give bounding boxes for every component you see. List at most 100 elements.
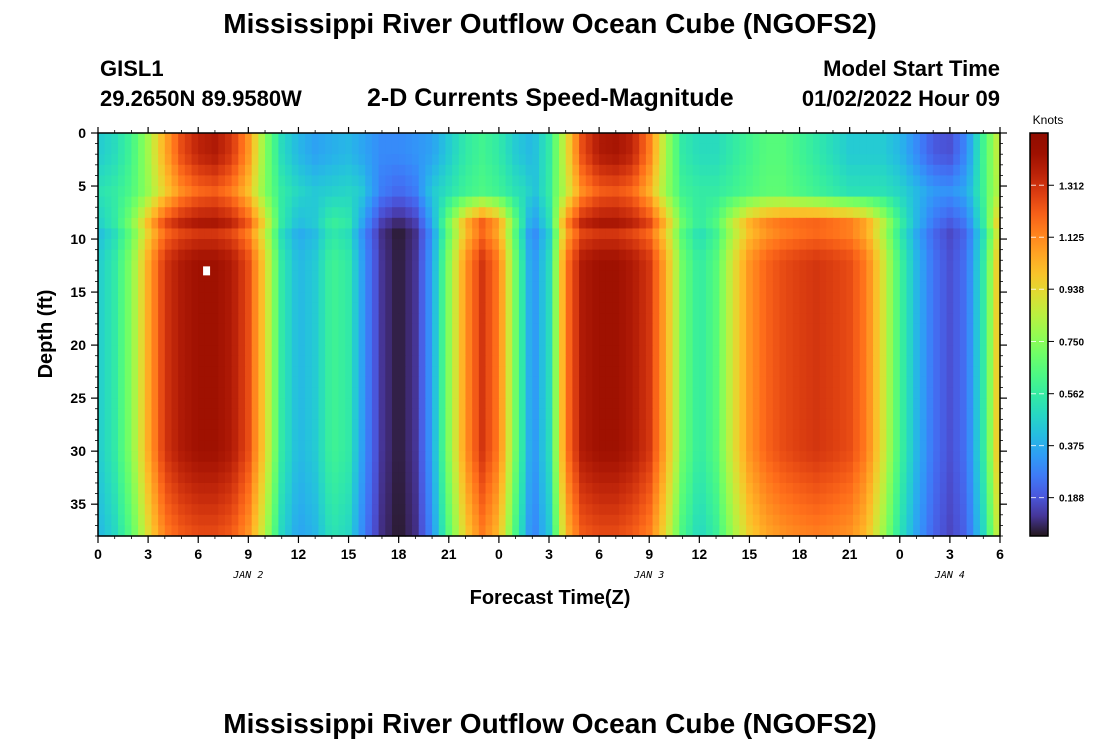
heatmap-cell [605, 514, 614, 526]
heatmap-cell [946, 482, 954, 495]
heatmap-cell [318, 387, 326, 399]
heatmap-cell [819, 387, 827, 399]
heatmap-cell [759, 408, 767, 420]
heatmap-cell [559, 440, 567, 452]
heatmap-cell [204, 408, 213, 420]
heatmap-cell [365, 196, 373, 208]
heatmap-cell [699, 376, 707, 389]
heatmap-cell [178, 451, 186, 463]
heatmap-cell [966, 493, 974, 505]
heatmap-cell [371, 207, 380, 219]
heatmap-cell [846, 334, 854, 346]
heatmap-cell [565, 323, 573, 336]
heatmap-cell [371, 133, 380, 145]
heatmap-cell [706, 334, 714, 346]
heatmap-cell [118, 217, 126, 230]
heatmap-cell [752, 345, 761, 357]
heatmap-cell [599, 175, 607, 187]
heatmap-cell [472, 133, 480, 145]
heatmap-cell [933, 366, 941, 378]
heatmap-cell [492, 154, 500, 166]
heatmap-cell [792, 345, 801, 357]
heatmap-cell [605, 302, 614, 314]
heatmap-cell [331, 133, 340, 145]
heatmap-cell [498, 451, 507, 463]
heatmap-cell [959, 429, 968, 442]
heatmap-cell [485, 186, 493, 198]
heatmap-cell [886, 164, 894, 177]
heatmap-cell [104, 143, 112, 155]
heatmap-cell [806, 260, 814, 272]
heatmap-cell [659, 228, 667, 240]
heatmap-cell [973, 440, 981, 452]
heatmap-cell [345, 186, 353, 198]
heatmap-cell [325, 186, 333, 198]
heatmap-cell [131, 302, 139, 314]
heatmap-cell [886, 133, 894, 145]
heatmap-cell [779, 345, 787, 357]
heatmap-cell [619, 334, 627, 346]
heatmap-cell [692, 334, 700, 346]
heatmap-cell [385, 334, 393, 346]
heatmap-cell [131, 398, 139, 410]
heatmap-cell [899, 313, 908, 325]
heatmap-cell [318, 175, 326, 187]
heatmap-cell [819, 313, 827, 325]
heatmap-cell [111, 461, 119, 473]
heatmap-cell [986, 175, 994, 187]
chart-title: Mississippi River Outflow Ocean Cube (NG… [223, 8, 877, 39]
heatmap-cell [832, 133, 841, 145]
heatmap-cell [746, 196, 754, 208]
heatmap-cell [405, 133, 413, 145]
heatmap-cell [565, 249, 573, 261]
heatmap-cell [124, 387, 133, 399]
heatmap-cell [445, 196, 453, 208]
heatmap-cell [672, 482, 680, 495]
heatmap-cell [893, 228, 901, 240]
heatmap-cell [512, 239, 520, 251]
heatmap-cell [385, 440, 393, 452]
heatmap-cell [138, 175, 146, 187]
heatmap-cell [251, 186, 259, 198]
heatmap-cell [986, 461, 994, 473]
heatmap-cell [365, 334, 373, 346]
heatmap-cell [545, 228, 553, 240]
heatmap-cell [184, 143, 193, 155]
heatmap-cell [198, 514, 206, 526]
heatmap-cell [485, 408, 493, 420]
heatmap-cell [973, 376, 981, 389]
heatmap-cell [204, 398, 213, 410]
heatmap-cell [104, 302, 112, 314]
heatmap-cell [772, 228, 781, 240]
heatmap-cell [512, 366, 520, 378]
heatmap-cell [752, 249, 761, 261]
heatmap-cell [512, 228, 520, 240]
heatmap-cell [792, 334, 801, 346]
heatmap-cell [98, 270, 106, 283]
heatmap-cell [792, 461, 801, 473]
heatmap-cell [645, 429, 654, 442]
heatmap-cell [792, 451, 801, 463]
heatmap-cell [565, 334, 573, 346]
heatmap-cell [919, 154, 928, 166]
heatmap-cell [846, 249, 854, 261]
heatmap-cell [505, 196, 513, 208]
heatmap-cell [739, 186, 747, 198]
heatmap-cell [151, 419, 159, 431]
heatmap-cell [619, 493, 627, 505]
heatmap-cell [418, 186, 426, 198]
heatmap-cell [171, 249, 179, 261]
heatmap-cell [579, 334, 587, 346]
heatmap-cell [766, 164, 774, 177]
heatmap-cell [138, 482, 146, 495]
heatmap-cell [926, 440, 934, 452]
heatmap-cell [692, 143, 700, 155]
heatmap-cell [485, 493, 493, 505]
heatmap-cell [345, 398, 353, 410]
heatmap-cell [585, 281, 594, 293]
heatmap-cell [679, 302, 687, 314]
heatmap-cell [812, 249, 821, 261]
heatmap-cell [138, 493, 146, 505]
heatmap-cell [405, 175, 413, 187]
heatmap-cell [311, 154, 320, 166]
